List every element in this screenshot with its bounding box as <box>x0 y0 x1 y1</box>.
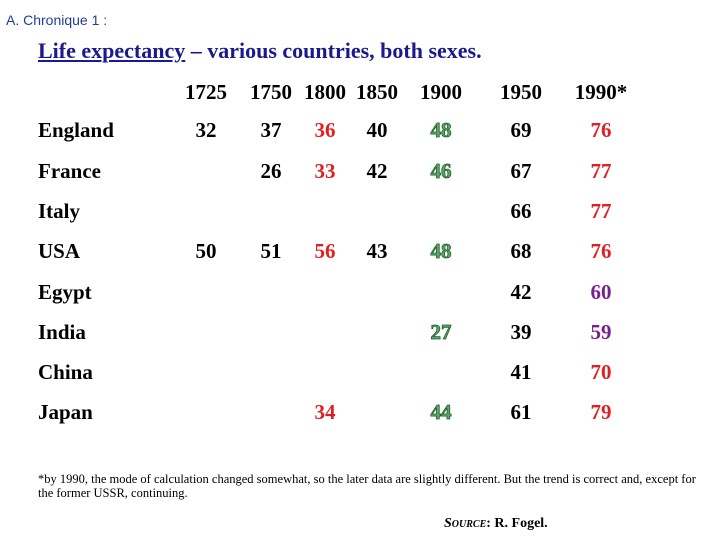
table-cell: 48 <box>430 118 452 143</box>
table-cell: 34 <box>314 400 336 424</box>
table-cell: 66 <box>510 199 532 223</box>
title-rest: – various countries, both sexes. <box>185 38 482 63</box>
table-cell: 70 <box>590 360 612 384</box>
table-cell: 42 <box>510 280 532 304</box>
source-line: Source: R. Fogel. <box>444 516 548 532</box>
table-cell: 40 <box>366 118 388 142</box>
table-cell: 77 <box>590 159 612 183</box>
table-cell: 60 <box>590 280 612 304</box>
table-cell: 56 <box>314 239 336 263</box>
table-cell: 46 <box>430 159 452 184</box>
year-header: 1990* <box>574 80 628 104</box>
country-name: Egypt <box>38 280 92 304</box>
title-underlined: Life expectancy <box>38 38 186 63</box>
country-name: Italy <box>38 199 80 223</box>
table-cell: 79 <box>590 400 612 424</box>
country-name: France <box>38 159 101 183</box>
year-header: 1750 <box>250 80 292 104</box>
country-name: Japan <box>38 400 93 424</box>
year-header: 1800 <box>304 80 346 104</box>
table-cell: 69 <box>510 118 532 142</box>
table-cell: 61 <box>510 400 532 424</box>
table-cell: 76 <box>590 118 612 142</box>
footnote: *by 1990, the mode of calculation change… <box>38 472 696 500</box>
table-cell: 27 <box>430 320 452 345</box>
table-cell: 39 <box>510 320 532 344</box>
country-name: USA <box>38 239 81 263</box>
table-cell: 67 <box>510 159 532 183</box>
table-cell: 36 <box>314 118 336 142</box>
year-header: 1900 <box>420 80 462 104</box>
table-cell: 51 <box>260 239 282 263</box>
table-cell: 76 <box>590 239 612 263</box>
table-cell: 37 <box>260 118 282 142</box>
year-header: 1850 <box>356 80 398 104</box>
table-cell: 42 <box>366 159 388 183</box>
country-name: India <box>38 320 86 344</box>
table-cell: 32 <box>195 118 217 142</box>
table-cell: 50 <box>195 239 217 263</box>
table-cell: 44 <box>430 400 452 425</box>
source-name: : R. Fogel. <box>486 516 548 531</box>
table-cell: 41 <box>510 360 532 384</box>
source-label: Source <box>444 516 487 531</box>
table-cell: 43 <box>366 239 388 263</box>
country-name: China <box>38 360 93 384</box>
table-cell: 33 <box>314 159 336 183</box>
year-header: 1950 <box>500 80 542 104</box>
table-cell: 68 <box>510 239 532 263</box>
table-title: Life expectancy – various countries, bot… <box>38 38 482 64</box>
table-cell: 26 <box>260 159 282 183</box>
country-name: England <box>38 118 114 142</box>
table-cell: 77 <box>590 199 612 223</box>
table-cell: 59 <box>590 320 612 344</box>
year-header: 1725 <box>185 80 227 104</box>
header-label: A. Chronique 1 : <box>6 12 108 28</box>
table-cell: 48 <box>430 239 452 264</box>
